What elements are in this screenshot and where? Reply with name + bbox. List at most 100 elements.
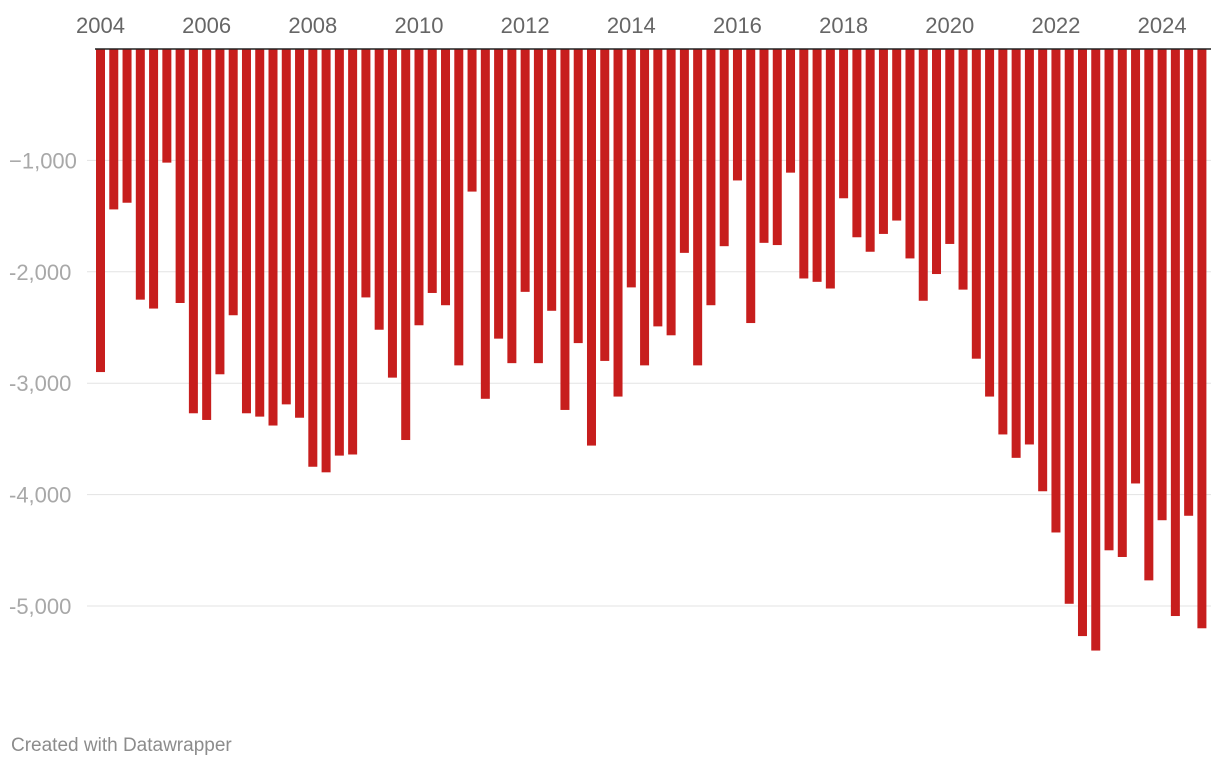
bar — [1144, 49, 1154, 581]
bar — [1131, 49, 1141, 484]
bar — [1051, 49, 1061, 533]
bar — [122, 49, 132, 203]
bar — [626, 49, 636, 288]
bar — [334, 49, 344, 456]
bar — [1024, 49, 1034, 445]
bar — [494, 49, 504, 339]
bar — [600, 49, 610, 361]
bar — [985, 49, 995, 397]
x-tick-label: 2012 — [501, 13, 550, 38]
y-axis-ticks: −1,000 -2,000 -3,000 -4,000 -5,000 — [9, 148, 77, 619]
bar — [865, 49, 875, 252]
bar — [573, 49, 583, 344]
bar — [1091, 49, 1101, 651]
bar — [348, 49, 358, 455]
bar — [175, 49, 185, 303]
bar — [1104, 49, 1114, 551]
bar — [918, 49, 928, 301]
bar — [96, 49, 105, 373]
x-tick-label: 2018 — [819, 13, 868, 38]
bar — [1197, 49, 1207, 629]
bar — [268, 49, 278, 426]
bar — [1157, 49, 1167, 521]
bar — [1038, 49, 1048, 492]
bar — [454, 49, 464, 366]
bar — [255, 49, 265, 417]
bar — [958, 49, 968, 290]
y-tick-label: −1,000 — [9, 148, 77, 173]
bar — [892, 49, 902, 221]
bar — [520, 49, 530, 292]
y-tick-label: -4,000 — [9, 483, 71, 508]
bar — [228, 49, 238, 316]
x-tick-label: 2024 — [1138, 13, 1187, 38]
bar — [162, 49, 172, 163]
bar — [308, 49, 318, 467]
bar — [295, 49, 305, 418]
bar — [746, 49, 756, 324]
bar — [1117, 49, 1127, 557]
bar — [109, 49, 119, 210]
bar — [932, 49, 942, 275]
bar — [414, 49, 424, 326]
bar — [1077, 49, 1087, 637]
bar — [188, 49, 198, 414]
x-tick-label: 2020 — [925, 13, 974, 38]
bar — [427, 49, 437, 293]
bar — [945, 49, 955, 244]
bar — [613, 49, 623, 397]
bar — [533, 49, 543, 364]
y-tick-label: -5,000 — [9, 594, 71, 619]
bar — [480, 49, 490, 399]
bar — [799, 49, 809, 279]
bar — [321, 49, 331, 473]
bar — [693, 49, 703, 366]
bar — [971, 49, 981, 359]
bar — [467, 49, 477, 192]
bar — [135, 49, 145, 300]
bar — [1011, 49, 1021, 458]
x-tick-label: 2008 — [288, 13, 337, 38]
bar — [547, 49, 557, 311]
bar — [905, 49, 915, 259]
bar — [640, 49, 650, 366]
y-tick-label: -2,000 — [9, 260, 71, 285]
bar — [998, 49, 1008, 435]
bar — [706, 49, 716, 306]
bar — [653, 49, 663, 327]
bar — [202, 49, 212, 420]
bar — [812, 49, 822, 282]
bar — [361, 49, 371, 298]
bar — [852, 49, 862, 238]
y-tick-label: -3,000 — [9, 371, 71, 396]
bar — [401, 49, 411, 441]
bar — [586, 49, 596, 446]
x-tick-label: 2016 — [713, 13, 762, 38]
footer-credit: Created with Datawrapper — [11, 735, 232, 756]
x-tick-label: 2022 — [1031, 13, 1080, 38]
bar — [374, 49, 384, 330]
bar — [149, 49, 159, 309]
bar — [772, 49, 782, 246]
bar — [441, 49, 451, 306]
x-tick-label: 2006 — [182, 13, 231, 38]
bar — [839, 49, 849, 199]
bar — [719, 49, 729, 247]
x-tick-label: 2004 — [76, 13, 125, 38]
bar — [759, 49, 769, 243]
bar — [1184, 49, 1194, 516]
bar — [281, 49, 291, 405]
x-tick-label: 2014 — [607, 13, 656, 38]
x-tick-label: 2010 — [395, 13, 444, 38]
bar — [560, 49, 570, 410]
bar — [732, 49, 742, 181]
bar — [1170, 49, 1180, 617]
bars — [96, 49, 1207, 651]
bar — [679, 49, 689, 253]
x-axis-ticks: 2004 2006 2008 2010 2012 2014 2016 2018 2020 2022… — [76, 13, 1187, 38]
bar — [825, 49, 835, 289]
bar — [387, 49, 397, 378]
bar — [241, 49, 251, 414]
bar — [1064, 49, 1074, 604]
